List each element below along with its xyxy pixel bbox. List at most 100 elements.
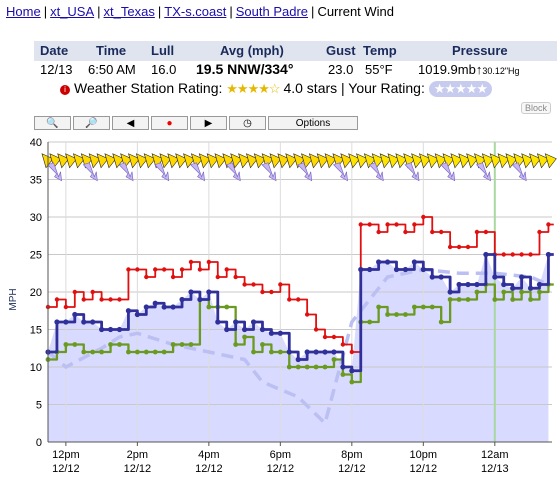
wind-chart: 0 5 10 15 20 25 30 35 40 MPH 12pm 12/12 2pm 12/12 4pm 1… bbox=[8, 137, 557, 475]
y-tick-label: 0 bbox=[36, 437, 42, 449]
breadcrumb-tx-coast[interactable]: TX-s.coast bbox=[164, 4, 227, 19]
lull-point bbox=[161, 349, 167, 355]
block-button[interactable]: Block bbox=[521, 102, 552, 114]
lull-point bbox=[286, 364, 292, 370]
value-time: 6:50 AM bbox=[88, 62, 136, 77]
header-date: Date bbox=[40, 43, 69, 58]
live-button[interactable]: ● bbox=[151, 116, 188, 130]
lull-point bbox=[313, 364, 319, 370]
wind-direction-glyph bbox=[285, 153, 298, 169]
lull-point bbox=[403, 312, 408, 317]
header-lull: Lull bbox=[151, 43, 175, 58]
wind-direction-glyph bbox=[536, 153, 549, 169]
wind-direction-glyph bbox=[371, 153, 384, 169]
wind-direction-glyph bbox=[497, 153, 510, 169]
wind-direction-glyph bbox=[316, 153, 329, 169]
avg-point bbox=[197, 296, 203, 303]
avg-point bbox=[170, 304, 176, 310]
lull-point bbox=[501, 289, 507, 295]
wind-direction-glyph bbox=[348, 153, 361, 169]
wind-direction-glyph bbox=[505, 153, 518, 169]
value-avg: 19.5 NNW/334° bbox=[196, 61, 294, 77]
rating-label: Weather Station Rating: bbox=[74, 80, 223, 96]
lull-point bbox=[340, 372, 346, 377]
breadcrumb-usa[interactable]: xt_USA bbox=[50, 4, 95, 19]
wind-direction-glyph bbox=[529, 153, 542, 169]
right-arrow-icon: ▶ bbox=[204, 118, 213, 129]
gust-point bbox=[331, 334, 337, 340]
avg-point bbox=[179, 296, 185, 303]
direction-arrow-icon bbox=[154, 162, 170, 182]
wind-direction-glyph bbox=[442, 153, 455, 169]
wind-direction-glyph bbox=[521, 153, 534, 169]
breadcrumb-texas[interactable]: xt_Texas bbox=[103, 4, 155, 19]
avg-point bbox=[536, 281, 543, 288]
gust-point bbox=[251, 282, 256, 287]
x-tick-label: 4pm bbox=[198, 449, 219, 461]
wind-direction-glyph bbox=[135, 153, 148, 169]
direction-arrow-icon bbox=[261, 162, 277, 182]
gust-point bbox=[170, 274, 176, 280]
wind-direction-glyph bbox=[324, 153, 337, 169]
gust-point bbox=[528, 252, 533, 257]
back-button[interactable]: ◀ bbox=[112, 116, 149, 130]
lull-point bbox=[260, 342, 265, 347]
breadcrumb-south-padre[interactable]: South Padre bbox=[235, 4, 309, 19]
breadcrumb-separator: | bbox=[43, 4, 48, 19]
lull-point bbox=[242, 334, 247, 340]
gust-point bbox=[367, 222, 372, 227]
lull-point bbox=[90, 349, 96, 355]
avg-point bbox=[250, 319, 257, 325]
zoom-out-button[interactable]: 🔎 bbox=[73, 116, 110, 130]
avg-point bbox=[241, 326, 248, 333]
avg-area bbox=[48, 254, 549, 442]
wind-direction-glyph bbox=[49, 153, 62, 169]
gust-point bbox=[510, 252, 515, 257]
wind-direction-glyph bbox=[159, 153, 172, 169]
wind-direction-glyph bbox=[395, 153, 408, 169]
value-lull: 16.0 bbox=[151, 62, 177, 77]
direction-arrow-icon bbox=[368, 162, 384, 182]
avg-point bbox=[447, 289, 453, 295]
y-axis-label: MPH bbox=[8, 288, 19, 310]
x-tick-label: 2pm bbox=[127, 449, 148, 461]
breadcrumb-separator: | bbox=[97, 4, 101, 19]
forward-button[interactable]: ▶ bbox=[190, 116, 227, 130]
breadcrumb-home[interactable]: Home bbox=[6, 4, 41, 19]
direction-arrow-icon bbox=[118, 162, 134, 182]
avg-point bbox=[72, 311, 78, 318]
header-avg: Avg (mph) bbox=[220, 43, 284, 58]
lull-point bbox=[528, 297, 533, 302]
gust-point bbox=[233, 274, 238, 280]
lull-point bbox=[420, 304, 426, 310]
info-icon[interactable]: i bbox=[60, 85, 70, 95]
breadcrumb-separator: | bbox=[311, 4, 315, 19]
wind-direction-glyph bbox=[143, 153, 156, 169]
lull-point bbox=[465, 297, 471, 302]
gust-point bbox=[161, 267, 167, 272]
avg-point bbox=[259, 326, 266, 333]
avg-point bbox=[474, 281, 480, 288]
your-rating-stars[interactable]: ★★★★★ bbox=[428, 81, 493, 97]
avg-point bbox=[501, 281, 507, 288]
history-button[interactable]: ◷ bbox=[229, 116, 266, 130]
wind-direction-glyph bbox=[175, 153, 188, 169]
lull-point bbox=[367, 319, 373, 325]
gust-point bbox=[385, 222, 390, 227]
area-layer bbox=[48, 254, 549, 442]
value-gust: 23.0 bbox=[328, 62, 354, 77]
options-button[interactable]: Options bbox=[268, 116, 358, 130]
zoom-in-button[interactable]: 🔍 bbox=[34, 116, 71, 130]
x-date-label: 12/13 bbox=[481, 463, 509, 475]
lull-point bbox=[233, 342, 239, 347]
avg-point bbox=[545, 251, 552, 258]
wind-direction-glyph bbox=[57, 153, 70, 169]
x-date-label: 12/12 bbox=[410, 463, 438, 475]
avg-point bbox=[277, 330, 283, 336]
lull-point bbox=[492, 297, 498, 302]
direction-arrow-icon bbox=[332, 162, 348, 182]
gust-point bbox=[144, 274, 149, 280]
wind-direction-glyph bbox=[183, 153, 196, 169]
wind-direction-glyph bbox=[214, 153, 227, 169]
y-tick-label: 15 bbox=[30, 325, 42, 337]
